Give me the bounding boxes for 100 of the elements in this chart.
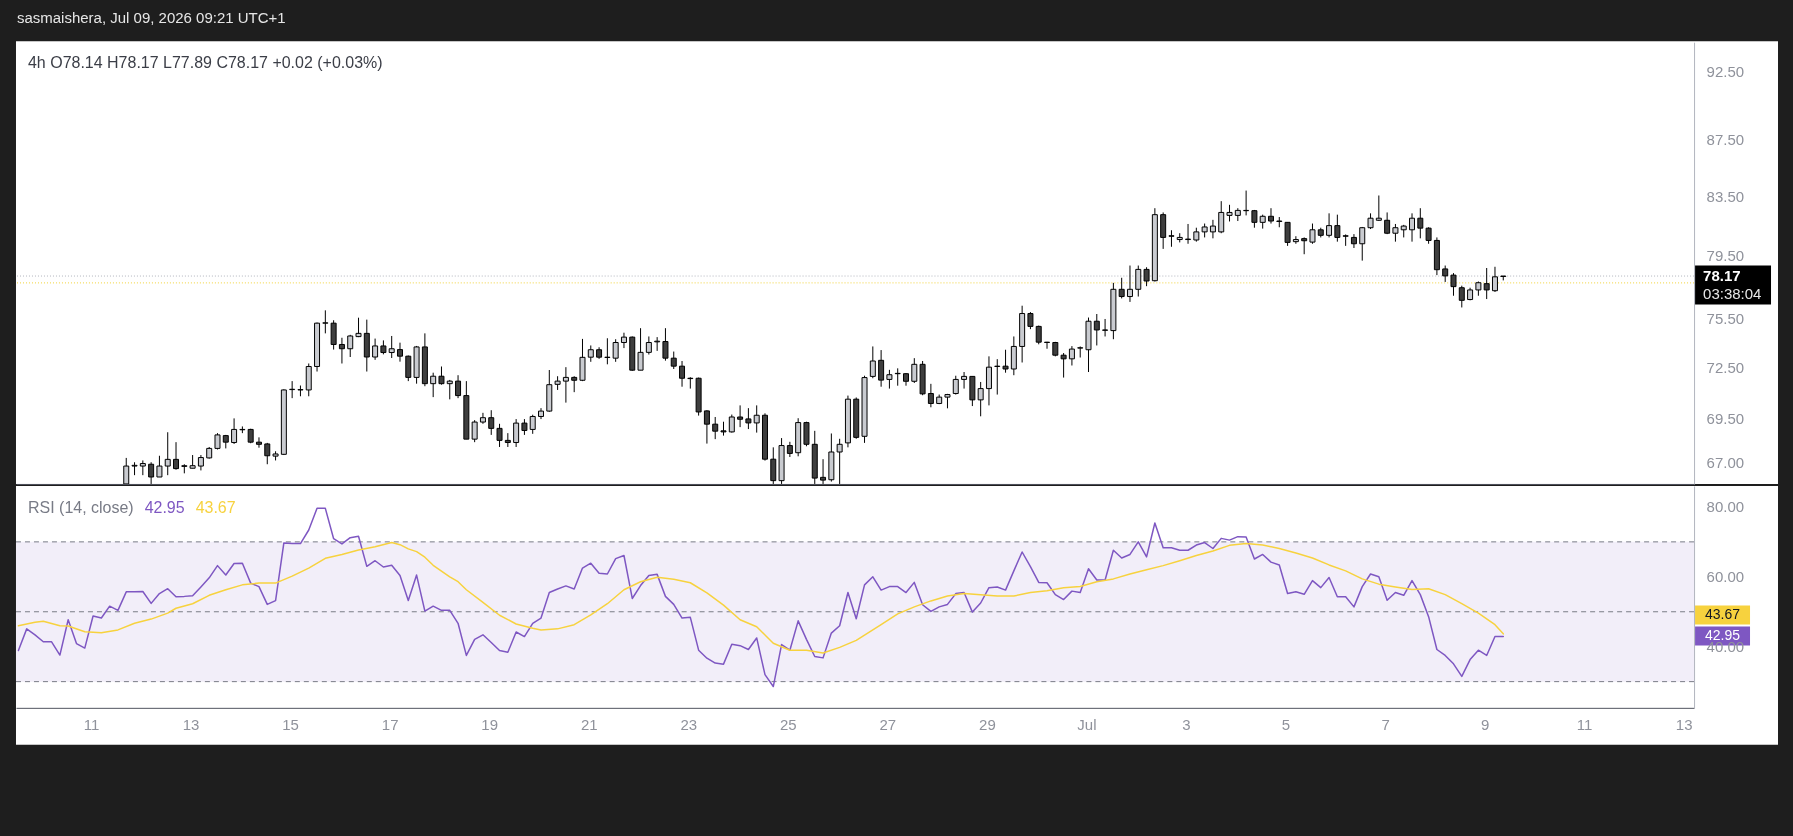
- candlestick: [438, 365, 445, 386]
- candlestick: [952, 375, 959, 396]
- candlestick: [620, 332, 627, 349]
- candlestick: [911, 357, 918, 384]
- x-tick-label: 23: [680, 716, 698, 734]
- candlestick: [1160, 211, 1167, 250]
- candlestick: [1185, 223, 1192, 245]
- candlestick: [1359, 226, 1366, 262]
- candlestick: [1334, 214, 1341, 243]
- x-tick-label: 3: [1182, 716, 1191, 734]
- candlestick: [405, 355, 412, 382]
- candlestick: [255, 436, 262, 449]
- candlestick: [1126, 265, 1133, 303]
- candlestick: [455, 374, 462, 399]
- candlestick: [123, 457, 130, 485]
- candlestick: [1450, 272, 1457, 297]
- candlestick: [1309, 223, 1316, 245]
- y-tick-label: 72.50: [1706, 358, 1745, 376]
- x-tick-label: 13: [1675, 716, 1693, 734]
- y-tick-label: 80.00: [1706, 498, 1745, 516]
- candlestick: [977, 381, 984, 417]
- candlestick: [969, 375, 976, 407]
- candlestick: [1326, 212, 1333, 238]
- candlestick: [961, 371, 968, 390]
- candlestick: [878, 349, 885, 388]
- candlestick: [430, 372, 437, 398]
- candlestick: [1143, 266, 1150, 287]
- y-tick-label: 60.00: [1706, 568, 1745, 586]
- candlestick: [604, 337, 611, 365]
- candlestick: [513, 418, 520, 448]
- candlestick: [645, 335, 652, 356]
- candlestick: [1292, 235, 1299, 245]
- candlestick: [753, 404, 760, 434]
- line-series: [17, 541, 1505, 654]
- candlestick: [372, 338, 379, 361]
- candlestick: [330, 319, 337, 351]
- x-tick-label: 13: [182, 716, 200, 734]
- candlestick: [1209, 219, 1216, 239]
- candlestick: [1010, 335, 1017, 376]
- candlestick: [770, 446, 777, 485]
- candlestick: [488, 409, 495, 436]
- candlestick: [745, 407, 752, 430]
- y-tick-label: 92.50: [1706, 63, 1745, 81]
- candlestick: [1060, 352, 1067, 379]
- candlestick: [612, 338, 619, 363]
- x-tick-label: 17: [381, 716, 399, 734]
- candlestick: [1458, 285, 1465, 308]
- x-tick-label: Jul: [1077, 716, 1097, 734]
- candlestick: [820, 458, 827, 485]
- x-tick-label: 11: [83, 716, 100, 734]
- candlestick: [338, 337, 345, 364]
- candlestick: [579, 338, 586, 382]
- candlestick: [562, 366, 569, 404]
- candlestick: [985, 355, 992, 406]
- y-tick-label: 79.50: [1706, 247, 1745, 265]
- candlestick: [496, 423, 503, 448]
- candlestick: [173, 441, 180, 471]
- candlestick: [1077, 345, 1084, 358]
- text: 03:38:04: [1703, 285, 1762, 303]
- annotation: 42.95: [144, 498, 185, 516]
- candlestick: [679, 360, 686, 388]
- candlestick: [1135, 265, 1142, 298]
- text: sasmaishera, Jul 09, 2026 09:21 UTC+1: [16, 9, 286, 27]
- x-tick-label: 7: [1381, 716, 1390, 734]
- text: 43.67: [1705, 606, 1741, 623]
- candlestick: [529, 414, 536, 435]
- candlestick: [396, 342, 403, 363]
- candlestick: [1284, 221, 1291, 247]
- y-tick-label: 69.50: [1706, 410, 1745, 428]
- candlestick: [1118, 277, 1125, 299]
- x-tick-label: 11: [1576, 716, 1593, 734]
- candlestick: [322, 309, 329, 334]
- candlestick: [1218, 200, 1225, 234]
- candlestick: [1491, 266, 1498, 293]
- x-tick-label: 25: [779, 716, 797, 734]
- candlestick: [471, 419, 478, 443]
- candlestick: [637, 327, 644, 371]
- candlestick: [927, 383, 934, 408]
- candlestick: [1002, 349, 1009, 374]
- candlestick: [1417, 207, 1424, 239]
- candlestick: [1093, 313, 1100, 346]
- candlestick: [1068, 345, 1075, 366]
- candlestick: [231, 417, 238, 445]
- candlestick: [836, 438, 843, 485]
- candlestick: [728, 414, 735, 434]
- y-tick-label: 87.50: [1706, 130, 1745, 148]
- x-tick-label: 21: [580, 716, 598, 734]
- candlestick: [1102, 318, 1109, 337]
- candlestick: [164, 431, 171, 476]
- text: 4h O78.14 H78.17 L77.89 C78.17 +0.02 (+0.03%): [27, 54, 383, 72]
- candlestick: [712, 416, 719, 440]
- candlestick: [1409, 212, 1416, 243]
- x-tick-label: 27: [879, 716, 897, 734]
- candlestick: [388, 335, 395, 359]
- candlestick: [1483, 267, 1490, 300]
- annotation: 43.67: [195, 498, 236, 516]
- candlestick: [1375, 195, 1382, 222]
- text: RSI (14, close): [27, 498, 134, 516]
- ref-line-label: 78.17: [1703, 267, 1741, 285]
- candlestick: [1350, 233, 1357, 249]
